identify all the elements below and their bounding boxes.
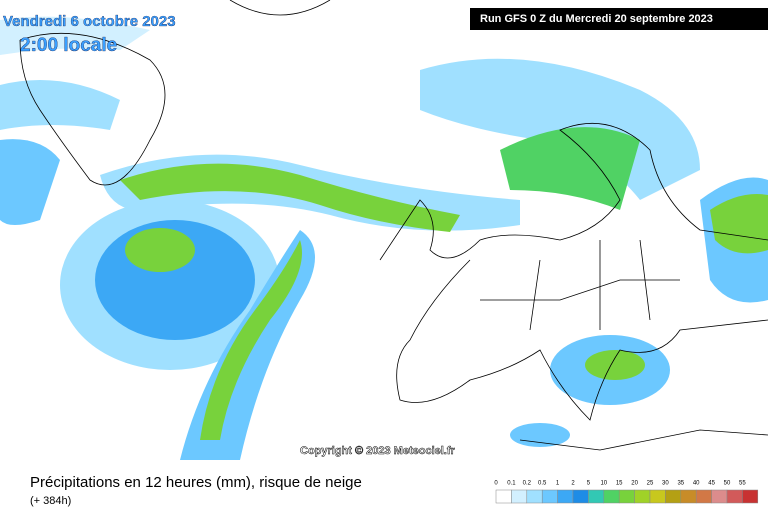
legend-label: 30 bbox=[662, 481, 669, 487]
run-banner bbox=[470, 8, 768, 30]
footer-title: Précipitations en 12 heures (mm), risque… bbox=[30, 474, 362, 491]
legend-swatch bbox=[695, 489, 712, 504]
legend-swatch bbox=[572, 489, 589, 504]
legend-label: 55 bbox=[739, 481, 746, 487]
precip-area bbox=[0, 16, 150, 56]
legend-label: 0.2 bbox=[523, 481, 532, 487]
precip-area bbox=[0, 139, 60, 225]
legend-swatch bbox=[742, 489, 759, 504]
color-legend: 0 0.1 0.2 0.5 1 2 5 10 15 20 25 30 35 40 45 50 55 bbox=[494, 481, 759, 504]
precip-area bbox=[120, 163, 460, 232]
precip-area bbox=[585, 350, 645, 380]
legend-swatch bbox=[649, 489, 666, 504]
legend-label: 0 bbox=[494, 481, 498, 487]
precip-area bbox=[510, 423, 570, 447]
legend-label: 1 bbox=[556, 481, 560, 487]
legend-swatch bbox=[603, 489, 620, 504]
legend-label: 10 bbox=[600, 481, 607, 487]
legend-swatch bbox=[495, 489, 512, 504]
legend-label: 5 bbox=[587, 481, 591, 487]
legend-label: 15 bbox=[616, 481, 623, 487]
precip-area bbox=[710, 194, 768, 254]
forecast-lead: (+ 384h) bbox=[30, 495, 71, 507]
precip-area bbox=[200, 240, 302, 440]
legend-label: 0.1 bbox=[507, 481, 516, 487]
valid-date: Vendredi 6 octobre 2023 bbox=[3, 13, 176, 30]
legend-swatch bbox=[541, 489, 558, 504]
legend-label: 20 bbox=[631, 481, 638, 487]
greenland bbox=[19, 32, 166, 186]
legend-swatch bbox=[557, 489, 574, 504]
precipitation-field bbox=[0, 16, 768, 460]
run-label: Run GFS 0 Z du Mercredi 20 septembre 202… bbox=[480, 13, 713, 25]
legend-swatch bbox=[711, 489, 728, 504]
copyright: Copyright © 2023 Meteociel.fr bbox=[300, 445, 456, 457]
valid-time: 2:00 locale bbox=[20, 35, 117, 56]
legend-label: 50 bbox=[724, 481, 731, 487]
legend-label: 35 bbox=[677, 481, 684, 487]
coast bbox=[519, 429, 768, 451]
coastlines bbox=[19, 0, 768, 451]
legend-swatch bbox=[634, 489, 651, 504]
legend-label: 40 bbox=[693, 481, 700, 487]
legend-label: 2 bbox=[571, 481, 575, 487]
legend-swatch bbox=[726, 489, 743, 504]
legend-label: 0.5 bbox=[538, 481, 547, 487]
legend-swatch bbox=[680, 489, 697, 504]
legend-swatch bbox=[511, 489, 528, 504]
borders bbox=[480, 239, 680, 331]
legend-label: 25 bbox=[647, 481, 654, 487]
legend-swatch bbox=[618, 489, 635, 504]
precip-area bbox=[125, 228, 195, 272]
legend-swatch bbox=[665, 489, 682, 504]
precip-area bbox=[500, 127, 640, 210]
legend-swatch bbox=[588, 489, 605, 504]
coast bbox=[379, 122, 768, 261]
coast bbox=[229, 0, 331, 16]
legend-swatch bbox=[526, 489, 543, 504]
legend-label: 45 bbox=[708, 481, 715, 487]
coast bbox=[396, 259, 768, 421]
